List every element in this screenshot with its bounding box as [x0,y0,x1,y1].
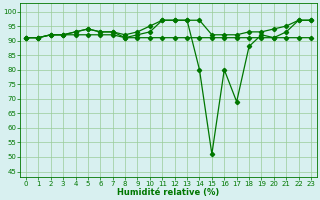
X-axis label: Humidité relative (%): Humidité relative (%) [117,188,220,197]
